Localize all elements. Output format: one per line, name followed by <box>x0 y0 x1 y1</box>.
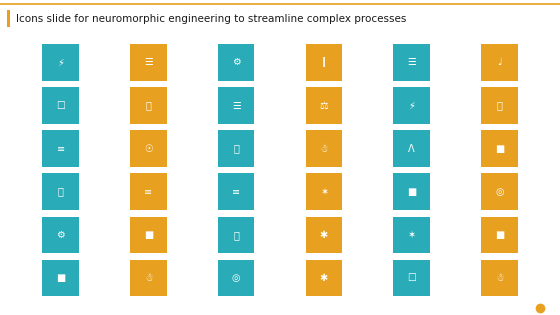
FancyBboxPatch shape <box>218 174 254 210</box>
FancyBboxPatch shape <box>130 87 167 124</box>
FancyBboxPatch shape <box>130 44 167 81</box>
FancyBboxPatch shape <box>393 174 430 210</box>
FancyBboxPatch shape <box>393 260 430 296</box>
FancyBboxPatch shape <box>43 260 79 296</box>
FancyBboxPatch shape <box>306 130 342 167</box>
FancyBboxPatch shape <box>306 216 342 253</box>
Text: ☰: ☰ <box>232 100 240 111</box>
FancyBboxPatch shape <box>306 260 342 296</box>
Text: ≡: ≡ <box>57 144 65 154</box>
FancyBboxPatch shape <box>481 216 517 253</box>
FancyBboxPatch shape <box>218 260 254 296</box>
FancyBboxPatch shape <box>43 87 79 124</box>
Text: Icons slide for neuromorphic engineering to streamline complex processes: Icons slide for neuromorphic engineering… <box>16 14 406 24</box>
Text: ⬜: ⬜ <box>146 100 151 111</box>
Text: ⎙: ⎙ <box>233 144 239 154</box>
Text: ■: ■ <box>144 230 153 240</box>
Text: ■: ■ <box>407 186 416 197</box>
FancyBboxPatch shape <box>481 44 517 81</box>
Text: ⚖: ⚖ <box>320 100 328 111</box>
Text: ■: ■ <box>56 273 66 283</box>
FancyBboxPatch shape <box>306 44 342 81</box>
FancyBboxPatch shape <box>43 216 79 253</box>
Text: ☰: ☰ <box>144 57 153 67</box>
FancyBboxPatch shape <box>481 130 517 167</box>
FancyBboxPatch shape <box>306 87 342 124</box>
Text: ☃: ☃ <box>320 144 328 154</box>
Text: ✶: ✶ <box>320 186 328 197</box>
FancyBboxPatch shape <box>393 87 430 124</box>
Text: ☉: ☉ <box>144 144 153 154</box>
FancyBboxPatch shape <box>218 87 254 124</box>
Text: ⚡: ⚡ <box>57 57 64 67</box>
Text: ≡: ≡ <box>232 186 240 197</box>
FancyBboxPatch shape <box>7 10 10 27</box>
FancyBboxPatch shape <box>218 130 254 167</box>
Text: ☰: ☰ <box>407 57 416 67</box>
FancyBboxPatch shape <box>218 216 254 253</box>
Text: ⎙: ⎙ <box>233 230 239 240</box>
FancyBboxPatch shape <box>43 174 79 210</box>
FancyBboxPatch shape <box>393 130 430 167</box>
FancyBboxPatch shape <box>43 44 79 81</box>
FancyBboxPatch shape <box>393 216 430 253</box>
Text: ☃: ☃ <box>144 273 153 283</box>
FancyBboxPatch shape <box>481 174 517 210</box>
FancyBboxPatch shape <box>130 216 167 253</box>
FancyBboxPatch shape <box>130 130 167 167</box>
Text: ⬜: ⬜ <box>58 186 64 197</box>
FancyBboxPatch shape <box>43 130 79 167</box>
Text: ⚙: ⚙ <box>57 230 65 240</box>
Text: ❙: ❙ <box>320 57 328 67</box>
FancyBboxPatch shape <box>130 174 167 210</box>
Text: Λ: Λ <box>408 144 415 154</box>
Text: ■: ■ <box>494 230 504 240</box>
FancyBboxPatch shape <box>306 174 342 210</box>
Text: ◎: ◎ <box>232 273 240 283</box>
FancyBboxPatch shape <box>481 87 517 124</box>
Text: ⚡: ⚡ <box>408 100 415 111</box>
FancyBboxPatch shape <box>218 44 254 81</box>
Text: ⚙: ⚙ <box>232 57 240 67</box>
FancyBboxPatch shape <box>130 260 167 296</box>
Text: ✱: ✱ <box>320 230 328 240</box>
Text: ☃: ☃ <box>495 273 503 283</box>
Text: ♩: ♩ <box>497 57 502 67</box>
FancyBboxPatch shape <box>393 44 430 81</box>
Text: ◎: ◎ <box>495 186 503 197</box>
Text: ✶: ✶ <box>408 230 416 240</box>
Text: ✱: ✱ <box>320 273 328 283</box>
Text: ⬜: ⬜ <box>496 100 502 111</box>
Text: ■: ■ <box>494 144 504 154</box>
Text: ≡: ≡ <box>144 186 152 197</box>
Text: ☐: ☐ <box>407 273 416 283</box>
Text: ☐: ☐ <box>57 100 65 111</box>
FancyBboxPatch shape <box>481 260 517 296</box>
